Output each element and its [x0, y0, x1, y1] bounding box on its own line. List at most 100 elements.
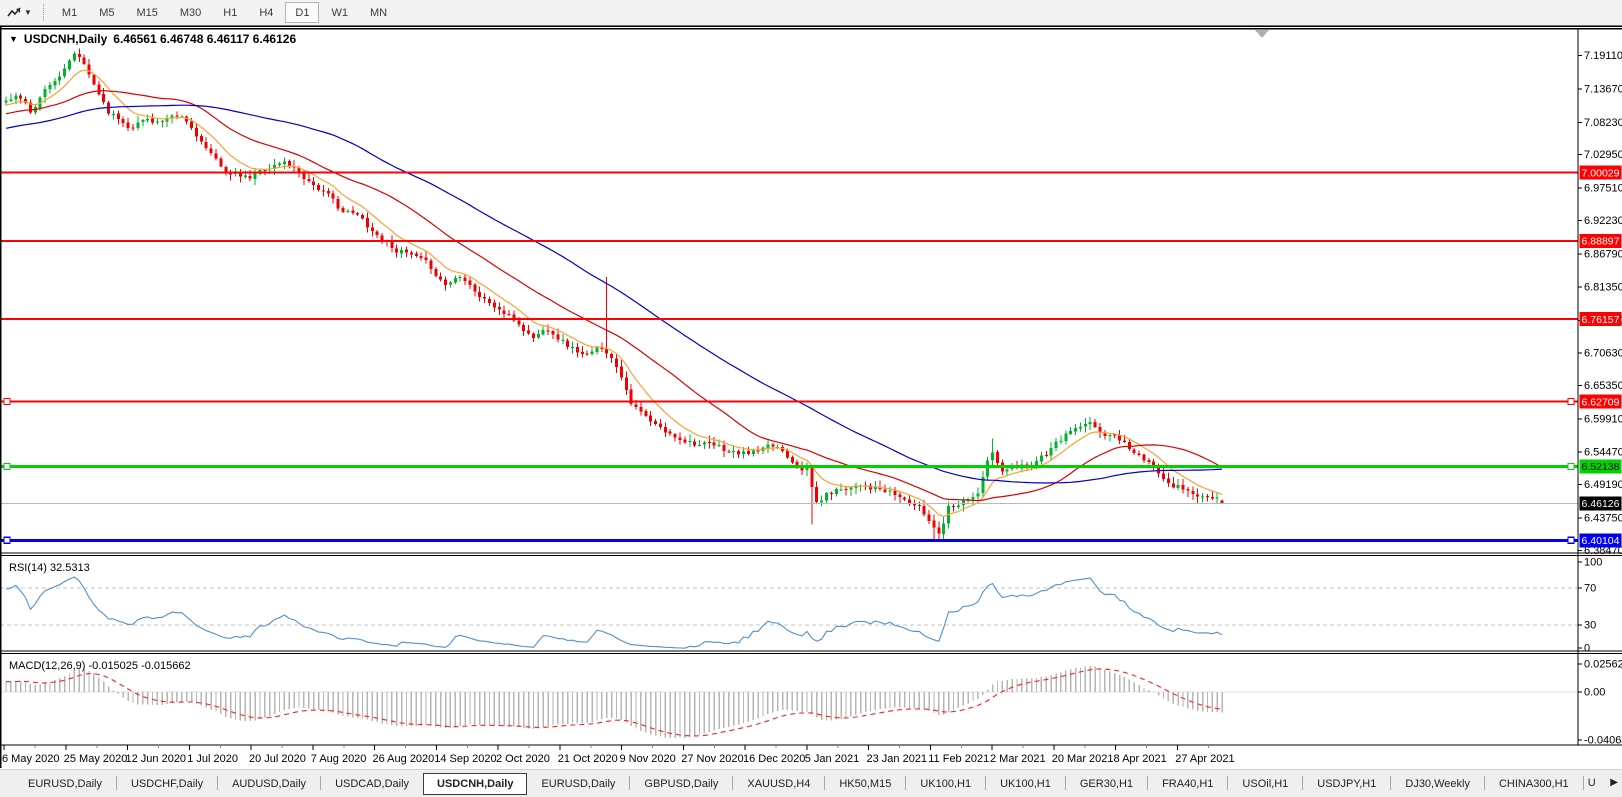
candles-layer [4, 48, 1224, 543]
tab-divider [1582, 776, 1584, 790]
tab-usdcnh-daily[interactable]: USDCNH,Daily [423, 773, 528, 795]
timeframe-button-w1[interactable]: W1 [331, 6, 348, 19]
chart-ohlc-readout: 6.46561 6.46748 6.46117 6.46126 [113, 32, 297, 46]
svg-text:7.08230: 7.08230 [1584, 117, 1622, 129]
svg-text:6.54470: 6.54470 [1584, 447, 1622, 459]
tab-fra40-h1[interactable]: FRA40,H1 [1162, 778, 1214, 790]
tab-divider [320, 776, 322, 790]
svg-text:6.59910: 6.59910 [1584, 413, 1622, 425]
price-axis[interactable]: 7.19110 7.13670 7.08230 7.02950 6.97510 6.922… [1578, 50, 1622, 557]
tab-uk100-h1[interactable]: UK100,H1 [1000, 778, 1051, 790]
svg-text:6.40104: 6.40104 [1582, 535, 1620, 547]
svg-text:21 Oct 2020: 21 Oct 2020 [558, 753, 618, 765]
svg-text:7.02950: 7.02950 [1584, 149, 1622, 161]
svg-text:20 Mar 2021: 20 Mar 2021 [1052, 753, 1114, 765]
tab-uk100-h1[interactable]: UK100,H1 [920, 778, 972, 790]
tab-divider [905, 776, 907, 790]
timeframe-button-d1[interactable]: D1 [285, 2, 320, 23]
tab-usdjpy-h1[interactable]: USDJPY,H1 [1317, 778, 1377, 790]
svg-text:6.81350: 6.81350 [1584, 282, 1622, 294]
svg-text:70: 70 [1584, 583, 1596, 595]
hline-handle[interactable] [3, 397, 11, 406]
hline-handle[interactable] [1567, 462, 1575, 471]
chart-tool-icon[interactable] [6, 5, 22, 21]
svg-text:14 Sep 2020: 14 Sep 2020 [434, 753, 496, 765]
svg-text:6.70630: 6.70630 [1584, 348, 1622, 360]
svg-text:6.46126: 6.46126 [1582, 498, 1620, 510]
svg-text:7.00029: 7.00029 [1582, 167, 1620, 179]
ma-fast-line [5, 69, 1223, 518]
tab-china300-h1[interactable]: CHINA300,H1 [1498, 778, 1569, 790]
rsi-indicator-label: RSI(14) 32.5313 [9, 562, 90, 574]
svg-text:26 Aug 2020: 26 Aug 2020 [373, 753, 435, 765]
svg-text:12 Jun 2020: 12 Jun 2020 [126, 753, 187, 765]
hline-handle[interactable] [1567, 536, 1575, 544]
chart-symbol-period: USDCNH,Daily [23, 32, 108, 46]
svg-text:5 Jan 2021: 5 Jan 2021 [805, 753, 859, 765]
tab-eurusd-daily[interactable]: EURUSD,Daily [28, 778, 102, 790]
tab-scroll-right-icon[interactable]: ▶ [1610, 777, 1618, 788]
dropdown-arrow-icon[interactable]: ▼ [24, 8, 32, 17]
svg-text:6.97510: 6.97510 [1584, 183, 1622, 195]
timeframe-button-m5[interactable]: M5 [99, 6, 115, 19]
timeframe-button-group: M1 M5 M15 M30 H1 H4 D1 W1 MN [51, 2, 398, 23]
timeframe-button-h1[interactable]: H1 [223, 6, 238, 19]
svg-text:7.19110: 7.19110 [1584, 50, 1622, 62]
rsi-line [5, 576, 1223, 649]
tab-usdchf-daily[interactable]: USDCHF,Daily [130, 778, 204, 790]
svg-text:0: 0 [1584, 643, 1590, 655]
svg-text:6.52138: 6.52138 [1582, 461, 1620, 473]
svg-text:7 Aug 2020: 7 Aug 2020 [311, 753, 367, 765]
tab-ger30-h1[interactable]: GER30,H1 [1079, 778, 1134, 790]
tab-usdcad-daily[interactable]: USDCAD,Daily [335, 778, 410, 790]
tab-divider [1390, 776, 1392, 790]
tab-divider [1227, 776, 1229, 790]
svg-text:6.76157: 6.76157 [1582, 314, 1620, 326]
ma-slow-line [5, 104, 1223, 484]
svg-text:16 Dec 2020: 16 Dec 2020 [743, 753, 805, 765]
hline-handle[interactable] [1567, 397, 1575, 406]
tab-hk50-m15[interactable]: HK50,M15 [839, 778, 892, 790]
tab-gbpusd-daily[interactable]: GBPUSD,Daily [644, 778, 719, 790]
indicator-axes[interactable]: 100 70 30 0 0.025623 0.00 -0.040687 [1578, 557, 1622, 747]
tab-audusd-daily[interactable]: AUDUSD,Daily [232, 778, 307, 790]
timeframe-button-h4[interactable]: H4 [259, 6, 274, 19]
svg-text:6.92230: 6.92230 [1584, 215, 1622, 227]
price-chart-canvas[interactable]: 7.19110 7.13670 7.08230 7.02950 6.97510 6.922… [0, 25, 1622, 769]
tab-divider [1147, 776, 1149, 790]
svg-text:27 Nov 2020: 27 Nov 2020 [681, 753, 743, 765]
svg-text:6.65350: 6.65350 [1584, 380, 1622, 392]
svg-text:0.00: 0.00 [1584, 687, 1605, 699]
tab-usoil-h1[interactable]: USOil,H1 [1242, 778, 1289, 790]
rsi-panel [0, 576, 1578, 649]
tab-eurusd-daily[interactable]: EURUSD,Daily [541, 778, 616, 790]
symbol-tab-bar: EURUSD,Daily USDCHF,Daily AUDUSD,Daily USDC… [0, 769, 1622, 797]
timeframe-button-m15[interactable]: M15 [136, 6, 158, 19]
tab-overflow-partial[interactable]: U [1587, 777, 1596, 789]
collapse-triangle-icon[interactable]: ▼ [9, 34, 18, 44]
toolbar-grip [42, 4, 44, 21]
hline-handle[interactable] [3, 536, 11, 544]
svg-text:6.86790: 6.86790 [1584, 248, 1622, 260]
svg-text:6.43750: 6.43750 [1584, 512, 1622, 524]
chart-shift-marker-icon[interactable] [1255, 30, 1269, 38]
timeframe-button-mn[interactable]: MN [369, 6, 388, 19]
svg-text:8 Apr 2021: 8 Apr 2021 [1114, 753, 1167, 765]
tab-dj30-weekly[interactable]: DJ30,Weekly [1405, 778, 1470, 790]
timeframe-button-m30[interactable]: M30 [179, 6, 202, 19]
tab-xauusd-h4[interactable]: XAUUSD,H4 [747, 778, 811, 790]
svg-text:2 Mar 2021: 2 Mar 2021 [990, 753, 1046, 765]
svg-text:6.38470: 6.38470 [1584, 545, 1622, 557]
tab-divider [985, 776, 987, 790]
svg-text:6.49190: 6.49190 [1584, 479, 1622, 491]
chart-title: ▼ USDCNH,Daily 6.46561 6.46748 6.46117 6… [9, 32, 296, 46]
panel-borders [0, 25, 1622, 768]
svg-text:6 May 2020: 6 May 2020 [2, 753, 59, 765]
svg-text:6.62709: 6.62709 [1582, 396, 1620, 408]
hline-handle[interactable] [3, 462, 11, 471]
svg-text:2 Oct 2020: 2 Oct 2020 [496, 753, 550, 765]
timeframe-button-m1[interactable]: M1 [61, 6, 78, 19]
svg-text:25 May 2020: 25 May 2020 [64, 753, 128, 765]
horizontal-lines-layer[interactable] [0, 171, 1578, 544]
